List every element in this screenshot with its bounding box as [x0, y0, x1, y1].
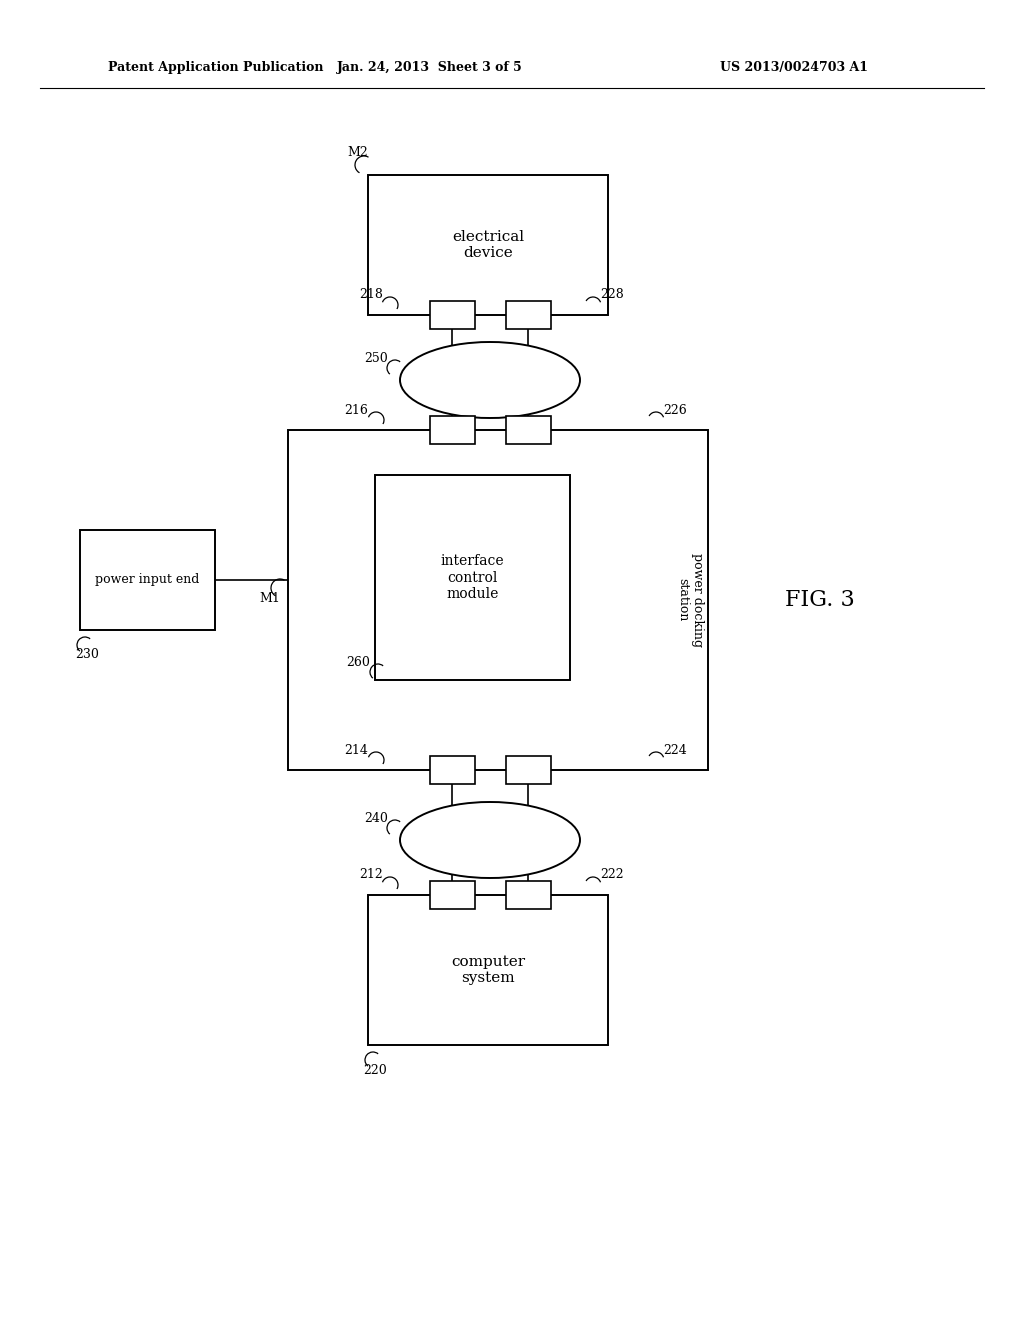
Text: 214: 214 — [344, 743, 368, 756]
Text: 240: 240 — [365, 812, 388, 825]
Text: electrical
device: electrical device — [452, 230, 524, 260]
Text: M2: M2 — [347, 147, 369, 160]
Text: 230: 230 — [75, 648, 99, 661]
Bar — [429, 756, 474, 784]
Text: US 2013/0024703 A1: US 2013/0024703 A1 — [720, 62, 868, 74]
Bar — [368, 176, 608, 315]
Ellipse shape — [400, 342, 580, 418]
Bar — [288, 430, 708, 770]
Bar — [375, 475, 570, 680]
Bar — [429, 301, 474, 329]
Text: 220: 220 — [362, 1064, 387, 1077]
Text: computer
system: computer system — [451, 954, 525, 985]
Text: M1: M1 — [259, 591, 281, 605]
Bar — [506, 416, 551, 444]
Bar — [368, 895, 608, 1045]
Text: 250: 250 — [365, 351, 388, 364]
Text: 224: 224 — [663, 743, 687, 756]
Text: 216: 216 — [344, 404, 368, 417]
Bar — [429, 416, 474, 444]
Text: 212: 212 — [359, 869, 383, 882]
Text: power docking
station: power docking station — [676, 553, 705, 647]
Text: power input end: power input end — [95, 573, 200, 586]
Bar — [506, 756, 551, 784]
Text: interface
control
module: interface control module — [440, 554, 504, 601]
Bar — [506, 880, 551, 909]
Bar — [429, 880, 474, 909]
Text: FIG. 3: FIG. 3 — [785, 589, 855, 611]
Bar — [80, 531, 215, 630]
Bar — [506, 301, 551, 329]
Text: 222: 222 — [600, 869, 624, 882]
Ellipse shape — [400, 803, 580, 878]
Text: Patent Application Publication: Patent Application Publication — [108, 62, 324, 74]
Text: 260: 260 — [346, 656, 370, 668]
Text: Jan. 24, 2013  Sheet 3 of 5: Jan. 24, 2013 Sheet 3 of 5 — [337, 62, 523, 74]
Text: 226: 226 — [663, 404, 687, 417]
Text: 228: 228 — [600, 289, 624, 301]
Text: 218: 218 — [359, 289, 383, 301]
